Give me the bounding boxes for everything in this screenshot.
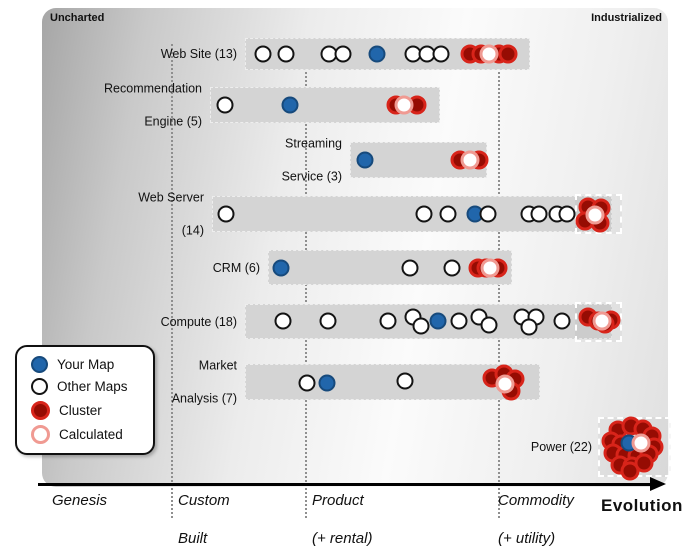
point-white: [217, 97, 234, 114]
stage-label-line: Genesis: [52, 492, 107, 511]
point-white: [413, 318, 430, 335]
row-label-line: Market: [172, 358, 237, 374]
point-blue: [430, 313, 447, 330]
point-calc: [461, 151, 480, 170]
point-calc: [586, 206, 605, 225]
stage-label-line: Product: [312, 492, 372, 511]
point-white: [451, 313, 468, 330]
point-blue: [273, 260, 290, 277]
row-label: Web Site (13): [161, 46, 237, 62]
row-label: Compute (18): [161, 313, 237, 329]
evolution-axis-arrowhead-icon: [650, 477, 666, 491]
industrialized-label: Industrialized: [591, 12, 662, 24]
legend-label: Your Map: [57, 357, 114, 372]
point-white: [278, 46, 295, 63]
point-blue: [357, 152, 374, 169]
legend-item-blue: Your Map: [31, 356, 153, 373]
point-white: [480, 206, 497, 223]
point-calc: [395, 96, 414, 115]
point-white: [335, 46, 352, 63]
legend-white-icon: [31, 378, 48, 395]
point-blue: [282, 97, 299, 114]
point-white: [380, 313, 397, 330]
point-calc: [593, 312, 612, 331]
row-label-line: CRM (6): [213, 259, 260, 275]
point-white: [433, 46, 450, 63]
row-label: Streaming Service (3): [282, 136, 342, 185]
row-label-line: Analysis (7): [172, 390, 237, 406]
stage-label: Commodity (+ utility): [498, 492, 574, 548]
row-label: Recommendation Engine (5): [104, 81, 202, 130]
stage-label-line: Built: [178, 530, 230, 548]
legend-label: Cluster: [59, 403, 102, 418]
legend-label: Other Maps: [57, 379, 128, 394]
point-white: [554, 313, 571, 330]
stage-label-line: Custom: [178, 492, 230, 511]
point-white: [275, 313, 292, 330]
row-label: Market Analysis (7): [172, 358, 237, 407]
point-calc: [496, 375, 515, 394]
point-calc: [481, 259, 500, 278]
stage-label: Genesis: [52, 492, 107, 511]
legend-item-red: Cluster: [31, 401, 153, 420]
row-label-line: Recommendation: [104, 81, 202, 97]
stage-label: Product (+ rental): [312, 492, 372, 548]
row-label: CRM (6): [213, 259, 260, 275]
point-white: [440, 206, 457, 223]
evolution-axis-line: [38, 483, 653, 486]
legend-blue-icon: [31, 356, 48, 373]
legend-box: Your Map Other Maps Cluster Calculated: [15, 345, 155, 455]
row-label-line: Service (3): [282, 168, 342, 184]
stage-label: Custom Built: [178, 492, 230, 548]
stage-label-line: Commodity: [498, 492, 574, 511]
row-label-line: Web Site (13): [161, 46, 237, 62]
point-white: [402, 260, 419, 277]
point-blue: [319, 375, 336, 392]
point-white: [416, 206, 433, 223]
legend-red-icon: [31, 401, 50, 420]
stage-label-line: (+ utility): [498, 530, 574, 548]
evolution-axis-title: Evolution: [601, 496, 683, 516]
point-red: [621, 462, 640, 481]
uncharted-label: Uncharted: [50, 12, 104, 24]
point-white: [397, 373, 414, 390]
row-label-line: Streaming: [282, 136, 342, 152]
legend-item-white: Other Maps: [31, 378, 153, 395]
row-label-line: Compute (18): [161, 313, 237, 329]
point-white: [521, 319, 538, 336]
point-white: [481, 317, 498, 334]
point-white: [320, 313, 337, 330]
row-label-line: Power (22): [531, 439, 592, 455]
legend-calc-icon: [31, 425, 50, 444]
row-label-line: Engine (5): [104, 113, 202, 129]
point-white: [255, 46, 272, 63]
stage-label-line: (+ rental): [312, 530, 372, 548]
legend-item-calc: Calculated: [31, 425, 153, 444]
point-blue: [369, 46, 386, 63]
point-white: [299, 375, 316, 392]
point-white: [559, 206, 576, 223]
row-label-line: Web Server: [138, 190, 204, 206]
point-white: [218, 206, 235, 223]
point-red: [499, 45, 518, 64]
row-label: Power (22): [531, 439, 592, 455]
legend-label: Calculated: [59, 427, 123, 442]
row-label: Web Server (14): [138, 190, 204, 239]
point-calc: [480, 45, 499, 64]
row-label-line: (14): [138, 222, 204, 238]
point-white: [444, 260, 461, 277]
point-white: [531, 206, 548, 223]
point-calc: [632, 434, 651, 453]
